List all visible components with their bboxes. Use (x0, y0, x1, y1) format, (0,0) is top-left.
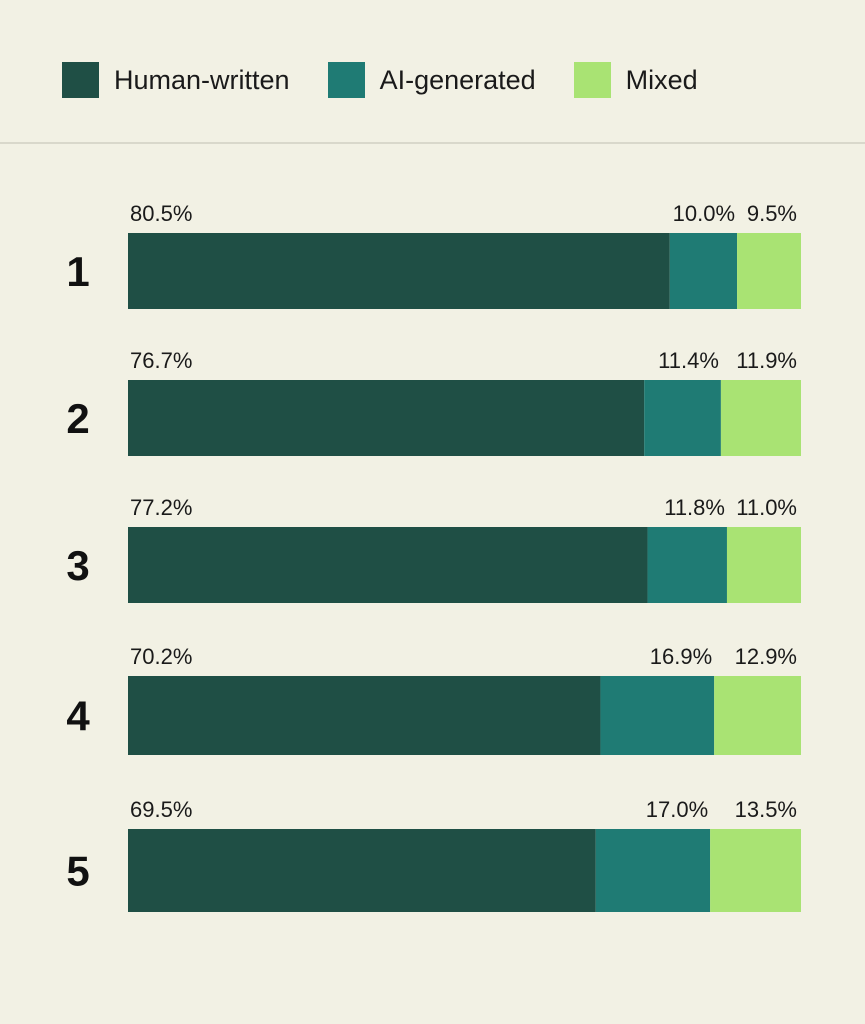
data-label: 13.5% (735, 797, 797, 822)
data-label: 80.5% (130, 201, 192, 226)
bar-segment-ai-generated (600, 676, 715, 755)
bar-segment-human-written (128, 527, 648, 603)
bar-segment-ai-generated (644, 380, 721, 456)
bar-segment-mixed (720, 380, 801, 456)
data-label: 69.5% (130, 797, 192, 822)
bar-segment-human-written (128, 380, 645, 456)
row-label: 5 (66, 848, 89, 895)
legend-item-ai-generated: AI-generated (327, 62, 536, 98)
row-label: 4 (66, 693, 90, 740)
bar-segment-mixed (726, 527, 801, 603)
data-label: 11.4% (658, 348, 719, 373)
row-label: 2 (66, 395, 89, 442)
data-label: 11.0% (736, 495, 797, 520)
data-label: 70.2% (130, 644, 192, 669)
row-label: 1 (66, 248, 89, 295)
bar-segment-ai-generated (669, 233, 738, 309)
legend-label: Mixed (625, 64, 698, 95)
data-label: 10.0% (673, 201, 735, 226)
row-label: 3 (66, 542, 89, 589)
legend-item-human-written: Human-written (62, 62, 290, 98)
legend-swatch-ai-generated (327, 62, 365, 98)
data-label: 12.9% (735, 644, 797, 669)
data-label: 11.9% (736, 348, 797, 373)
bar-segment-human-written (128, 676, 601, 755)
bar-segment-mixed (737, 233, 801, 309)
legend-swatch-human-written (62, 62, 99, 98)
bar-segment-mixed (710, 829, 801, 912)
bar-segment-mixed (714, 676, 801, 755)
bar-segment-human-written (128, 233, 670, 309)
bar-segment-ai-generated (647, 527, 727, 603)
data-label: 9.5% (747, 201, 797, 226)
data-label: 76.7% (130, 348, 192, 373)
legend-swatch-mixed (573, 62, 611, 98)
legend-label: Human-written (114, 64, 290, 95)
divider (0, 142, 865, 144)
data-label: 17.0% (646, 797, 708, 822)
data-label: 16.9% (650, 644, 712, 669)
data-label: 77.2% (130, 495, 192, 520)
legend: Human-written AI-generated Mixed (62, 62, 736, 98)
data-label: 11.8% (664, 495, 725, 520)
bar-segment-ai-generated (595, 829, 711, 912)
bar-segment-human-written (128, 829, 596, 912)
legend-label: AI-generated (379, 64, 536, 95)
legend-item-mixed: Mixed (573, 62, 698, 98)
